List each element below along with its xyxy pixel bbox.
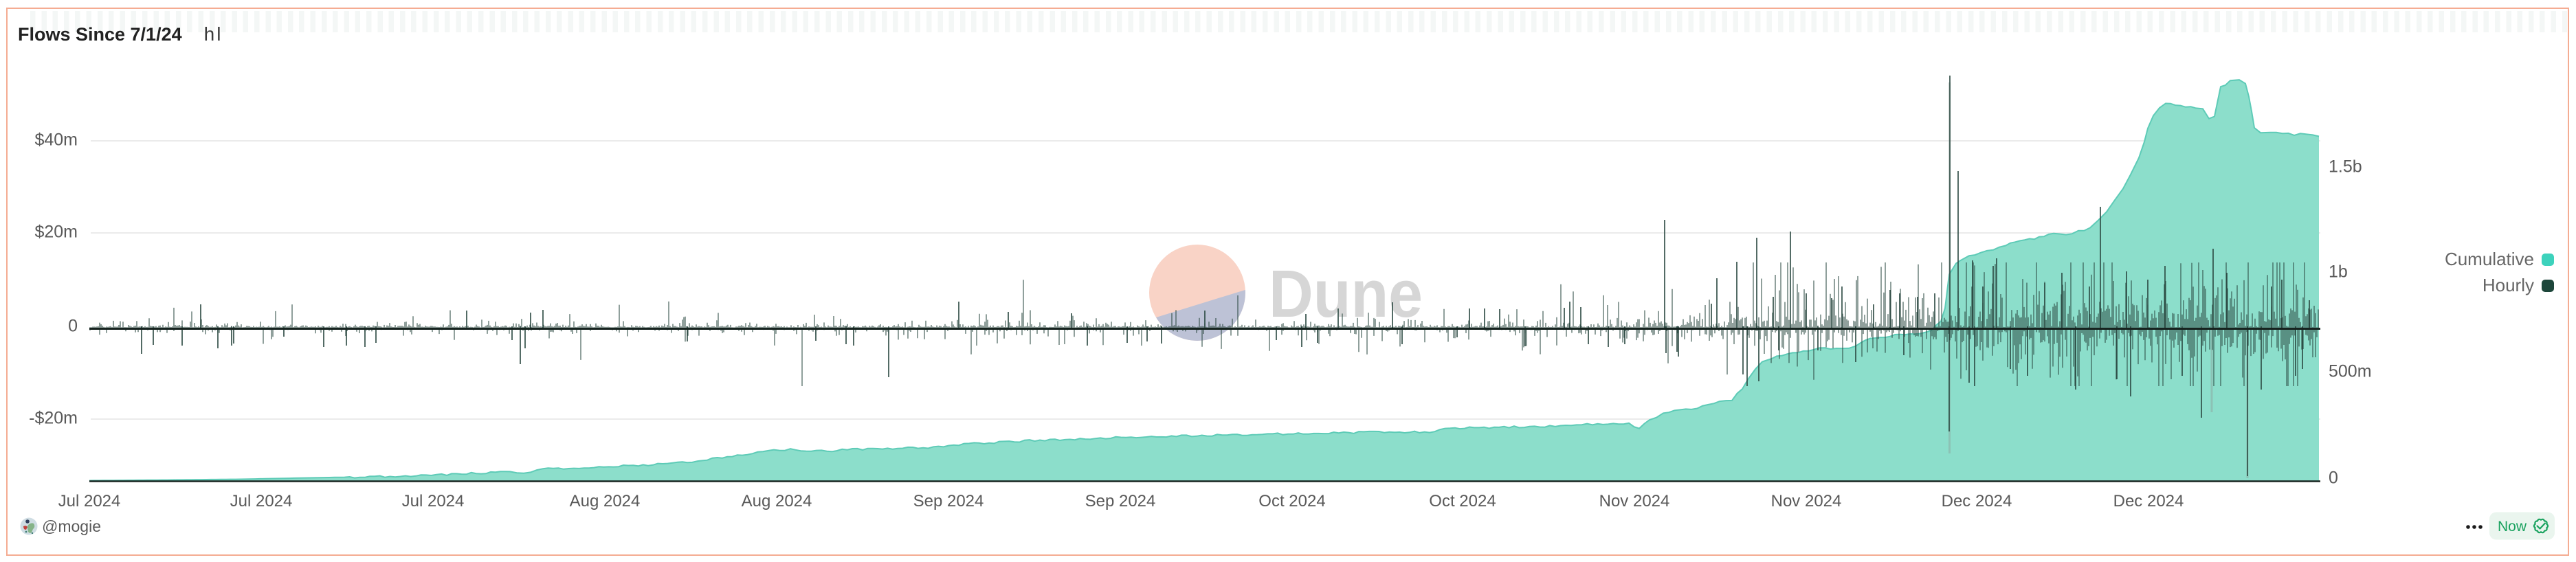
svg-text:Dune: Dune [1269, 256, 1423, 331]
svg-text:Now: Now [2498, 519, 2527, 535]
